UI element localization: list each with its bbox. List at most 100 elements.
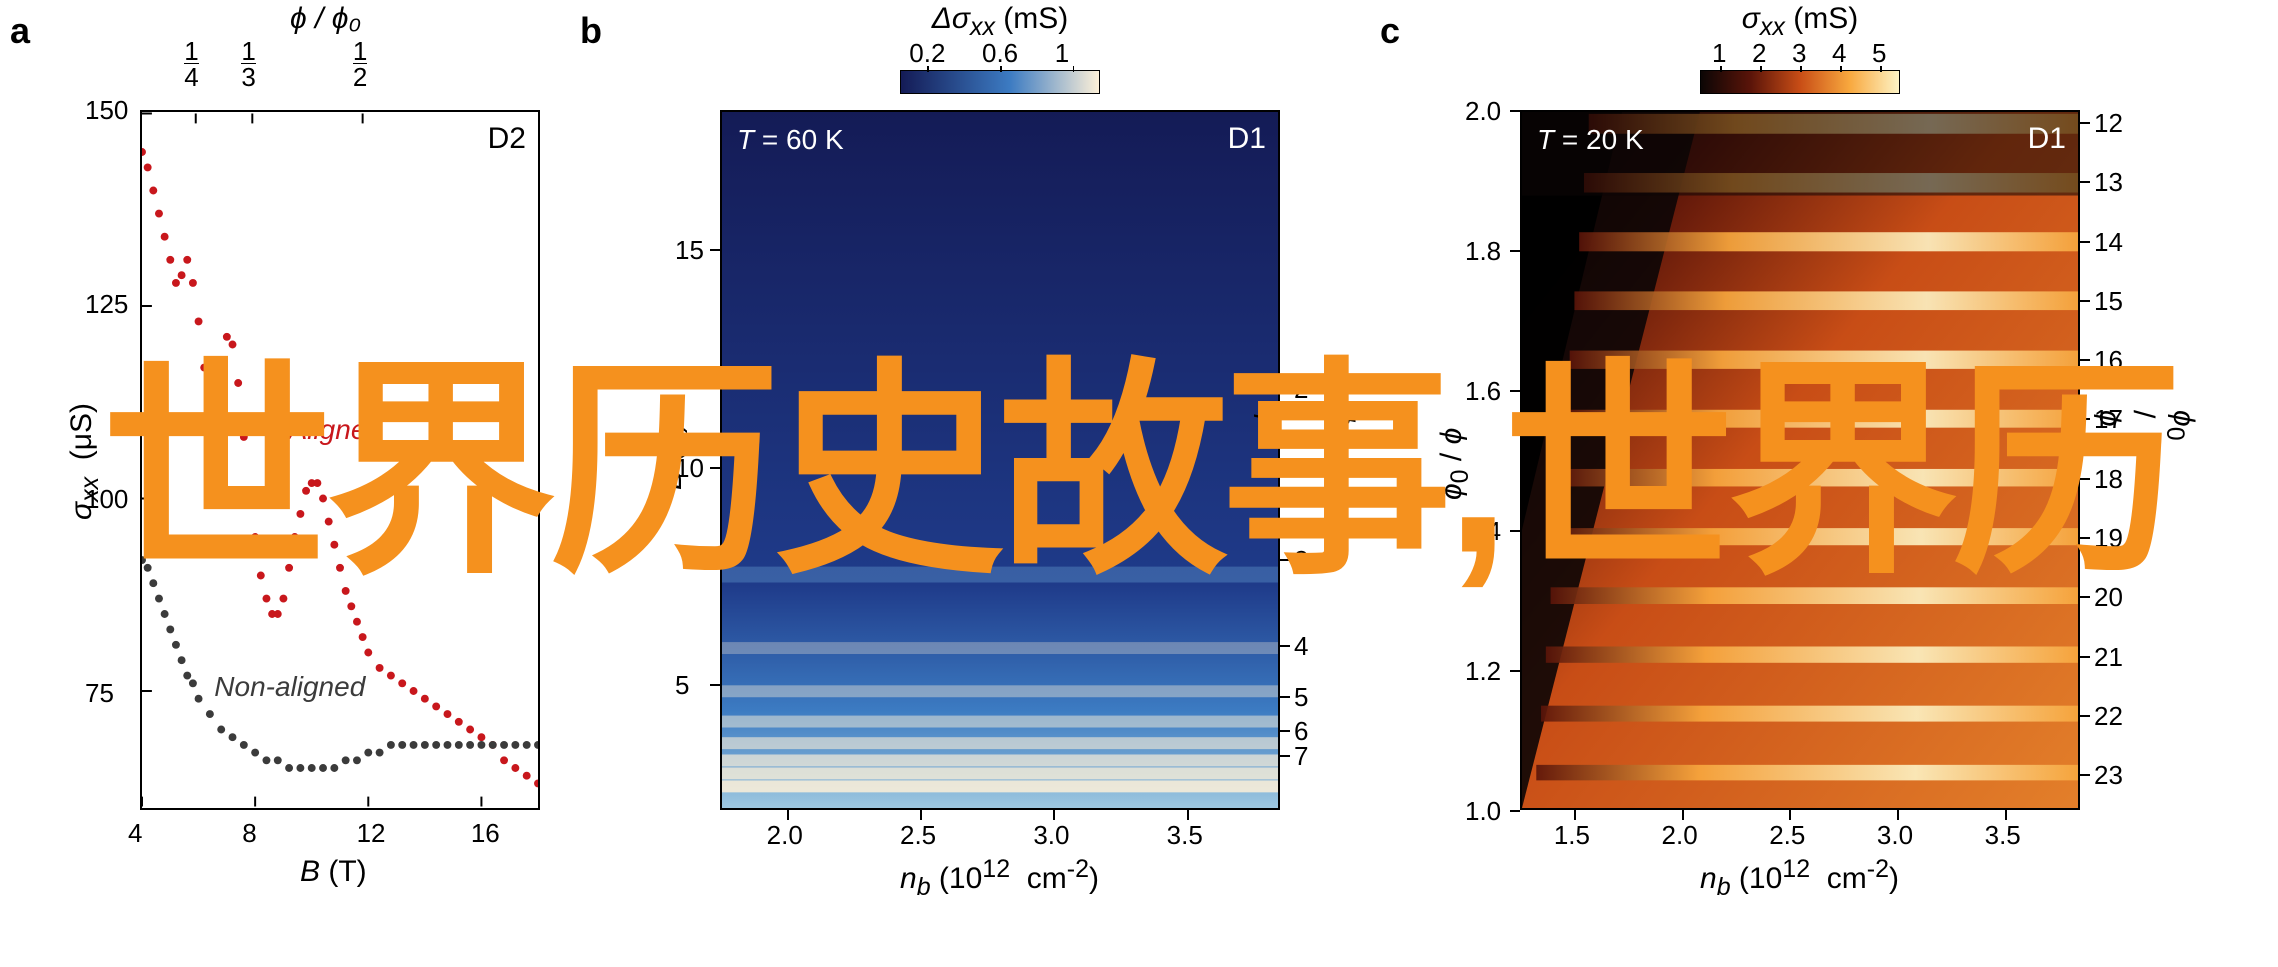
panel-c-rtickmark [2080, 122, 2090, 124]
panel-c-cb-tickmark [1760, 66, 1762, 72]
panel-a-ytick: 125 [85, 289, 128, 320]
panel-c-ltickmark [1510, 810, 1520, 812]
panel-b-cb-tickmark [1073, 66, 1075, 72]
panel-c-rtick: 15 [2094, 286, 2123, 317]
panel-a-svg [142, 112, 538, 808]
panel-c-rtickmark [2080, 359, 2090, 361]
panel-c-xtickmark [1682, 810, 1684, 820]
panel-a-ytick: 150 [85, 95, 128, 126]
panel-c-cb-tick: 2 [1752, 38, 1766, 69]
panel-a-label: a [10, 10, 30, 52]
panel-b-temp-label: T = 60 K [737, 124, 844, 156]
panel-b-ytickmark [710, 684, 720, 686]
panel-b-right-label: ϕ0 / ϕ [1252, 410, 1360, 441]
panel-a-xtick: 8 [242, 818, 256, 849]
panel-c-cb-tick: 4 [1832, 38, 1846, 69]
panel-b-cb-tick: 0.6 [982, 38, 1018, 69]
panel-b-cb-tickmark [1000, 66, 1002, 72]
panel-c-ltick: 1.2 [1465, 656, 1501, 687]
panel-c-xtickmark [2005, 810, 2007, 820]
panel-c-rtickmark [2080, 656, 2090, 658]
panel-c-ltick: 1.6 [1465, 376, 1501, 407]
panel-c-rtickmark [2080, 774, 2090, 776]
panel-b: b Δσxx (mS) T = 60 K D1 B (T) nb (1012 c… [610, 0, 1370, 967]
panel-b-ytick: 15 [675, 235, 704, 266]
panel-c-rtickmark [2080, 300, 2090, 302]
panel-b-cb-tick: 1 [1055, 38, 1069, 69]
panel-c-ltickmark [1510, 250, 1520, 252]
panel-b-cb-tick: 0.2 [909, 38, 945, 69]
panel-c-xtick: 2.5 [1769, 820, 1805, 851]
panel-a-ytick: 75 [85, 678, 114, 709]
panel-b-rtickmark [1280, 559, 1290, 561]
panel-c-rtickmark [2080, 596, 2090, 598]
panel-a-top-tick: 1 2 [353, 40, 367, 90]
panel-b-rtickmark [1280, 696, 1290, 698]
panel-c-heatmap: T = 20 K D1 [1520, 110, 2080, 810]
panel-c-cb-tickmark [1720, 66, 1722, 72]
panel-c-rtick: 20 [2094, 582, 2123, 613]
panel-c-cb-tickmark [1840, 66, 1842, 72]
panel-c-rtick: 17 [2094, 404, 2123, 435]
panel-c-xtick: 3.0 [1877, 820, 1913, 851]
panel-b-heatmap: T = 60 K D1 [720, 110, 1280, 810]
panel-b-ytickmark [710, 467, 720, 469]
panel-b-rtickmark [1280, 645, 1290, 647]
panel-b-rtickmark [1280, 755, 1290, 757]
series-label-aligned: Aligned [289, 414, 382, 446]
panel-c-xtick: 3.5 [1985, 820, 2021, 851]
panel-c-rtickmark [2080, 241, 2090, 243]
panel-a-top-tick: 1 3 [241, 40, 255, 90]
panel-b-rtick: 7 [1294, 741, 1308, 772]
panel-c-rtickmark [2080, 478, 2090, 480]
panel-b-xtickmark [1187, 810, 1189, 820]
panel-c-ltickmark [1510, 390, 1520, 392]
panel-b-xtickmark [1053, 810, 1055, 820]
figure-container: a ϕ / ϕ₀ D2 σxx (μS) B (T) 4812167510012… [0, 0, 2278, 967]
panel-c: c σxx (mS) T = 20 K D1 ϕ0 / ϕ [1410, 0, 2210, 967]
panel-c-ltick: 1.4 [1465, 516, 1501, 547]
panel-c-xtickmark [1789, 810, 1791, 820]
panel-b-rtick: 2 [1294, 374, 1308, 405]
panel-c-rtick: 13 [2094, 167, 2123, 198]
panel-b-rtick: 3 [1294, 545, 1308, 576]
panel-c-rtick: 14 [2094, 227, 2123, 258]
panel-c-temp-label: T = 20 K [1537, 124, 1644, 156]
panel-b-colorbar-title: Δσxx (mS) [890, 2, 1110, 42]
panel-c-cb-tick: 5 [1872, 38, 1886, 69]
panel-b-xtick: 2.0 [767, 820, 803, 851]
panel-c-device-label: D1 [2028, 122, 2066, 156]
panel-b-rtickmark [1280, 388, 1290, 390]
panel-c-xtickmark [1897, 810, 1899, 820]
panel-b-xtick: 3.0 [1033, 820, 1069, 851]
panel-c-ltickmark [1510, 110, 1520, 112]
panel-c-ltickmark [1510, 530, 1520, 532]
panel-c-rtickmark [2080, 418, 2090, 420]
panel-c-x-label: nb (1012 cm-2) [1700, 855, 1899, 902]
panel-c-svg [1522, 112, 2078, 808]
panel-c-colorbar [1700, 70, 1900, 94]
panel-a-ytick: 100 [85, 484, 128, 515]
panel-c-xtick: 2.0 [1662, 820, 1698, 851]
panel-c-xtickmark [1574, 810, 1576, 820]
panel-b-xtick: 3.5 [1167, 820, 1203, 851]
panel-a-xtick: 4 [128, 818, 142, 849]
panel-c-cb-tickmark [1880, 66, 1882, 72]
panel-b-rtickmark [1280, 730, 1290, 732]
panel-b-ytick: 5 [675, 670, 689, 701]
panel-b-svg [722, 112, 1278, 808]
panel-a: a ϕ / ϕ₀ D2 σxx (μS) B (T) 4812167510012… [40, 0, 570, 967]
panel-b-colorbar [900, 70, 1100, 94]
panel-b-xtick: 2.5 [900, 820, 936, 851]
panel-c-label: c [1380, 10, 1400, 52]
panel-c-ltick: 1.0 [1465, 796, 1501, 827]
panel-a-x-label: B (T) [300, 855, 367, 889]
panel-a-plot-area: D2 [140, 110, 540, 810]
panel-b-device-label: D1 [1228, 122, 1266, 156]
panel-b-rtick: 4 [1294, 631, 1308, 662]
panel-c-cb-tick: 3 [1792, 38, 1806, 69]
series-label-non-aligned: Non-aligned [214, 671, 365, 703]
panel-b-ytickmark [710, 249, 720, 251]
panel-c-ltick: 2.0 [1465, 96, 1501, 127]
panel-b-x-label: nb (1012 cm-2) [900, 855, 1099, 902]
